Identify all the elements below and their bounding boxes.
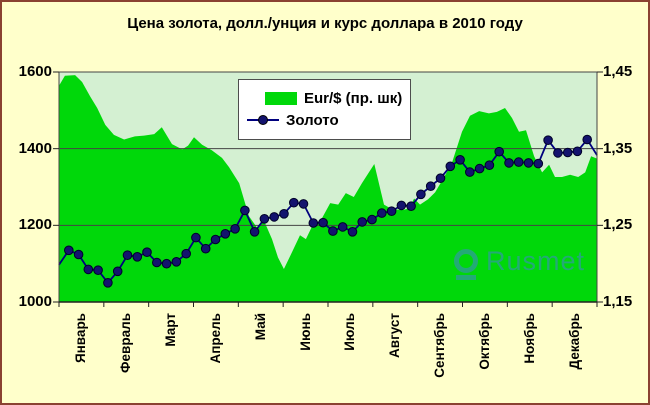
gold-marker <box>200 243 211 254</box>
gold-marker <box>318 217 328 228</box>
gold-marker <box>406 201 416 211</box>
gold-marker <box>523 158 534 168</box>
gold-marker <box>435 173 446 183</box>
legend-item-eur: Eur/$ (пр. шк) <box>247 87 402 109</box>
gold-marker <box>396 200 407 211</box>
y-axis-label-left: 1400 <box>18 139 52 157</box>
gold-marker <box>259 214 270 224</box>
gold-marker <box>416 189 426 200</box>
gold-marker <box>504 158 514 168</box>
gold-marker <box>289 197 299 208</box>
gold-marker <box>249 227 260 237</box>
y-axis-label-left: 1200 <box>18 216 52 234</box>
eur-area-shape <box>59 75 597 302</box>
month-label: Апрель <box>207 313 223 364</box>
month-label: Сентябрь <box>432 313 448 378</box>
gold-marker <box>328 226 338 236</box>
gold-marker <box>445 161 456 172</box>
gold-marker <box>64 245 74 256</box>
gold-marker <box>142 247 152 257</box>
gold-marker <box>582 134 593 145</box>
gold-marker <box>572 146 583 157</box>
gold-marker <box>455 155 465 165</box>
gold-marker <box>83 264 94 275</box>
month-label: Август <box>387 313 403 358</box>
gold-marker <box>210 234 221 245</box>
month-label: Июнь <box>297 313 313 351</box>
y-axis-label-right: 1,25 <box>603 216 633 234</box>
gold-marker <box>425 181 436 191</box>
gold-marker <box>240 205 250 216</box>
month-label: Март <box>163 313 179 347</box>
gold-marker <box>494 146 505 157</box>
month-label: Январь <box>73 313 89 364</box>
gold-marker <box>132 252 143 262</box>
gold-marker <box>152 257 162 268</box>
gold-marker <box>269 212 280 222</box>
gold-marker <box>553 148 563 158</box>
legend-line-marker-icon <box>247 115 279 125</box>
month-label: Май <box>252 313 268 341</box>
gold-marker <box>543 135 553 145</box>
gold-marker <box>308 218 319 228</box>
gold-marker <box>122 250 133 260</box>
month-label: Октябрь <box>476 313 492 370</box>
gold-marker <box>513 157 524 167</box>
legend-item-gold: Золото <box>247 109 402 131</box>
y-axis-label-right: 1,35 <box>603 139 633 157</box>
gold-marker <box>386 206 397 216</box>
gold-marker <box>357 217 368 227</box>
gold-marker <box>161 258 172 269</box>
gold-marker <box>533 158 544 169</box>
y-axis-label-left: 1600 <box>18 63 52 80</box>
legend-line-label: Золото <box>286 111 339 129</box>
gold-marker <box>465 167 475 177</box>
gold-marker <box>93 265 103 276</box>
gold-marker <box>367 214 377 225</box>
gold-marker <box>230 224 240 234</box>
chart-title: Цена золота, долл./унция и курс доллара … <box>127 15 523 32</box>
gold-marker <box>103 278 113 288</box>
gold-marker <box>279 209 289 219</box>
legend-area-swatch-icon <box>265 91 297 105</box>
month-label: Июль <box>342 313 358 351</box>
legend-area-label: Eur/$ (пр. шк) <box>304 89 403 107</box>
gold-marker <box>337 222 348 232</box>
chart-legend: Eur/$ (пр. шк) Золото <box>238 79 411 140</box>
y-axis-label-right: 1,15 <box>603 293 633 310</box>
gold-marker <box>220 229 231 239</box>
gold-marker <box>73 249 84 260</box>
gold-marker <box>377 208 387 218</box>
month-label: Февраль <box>118 313 134 373</box>
gold-marker <box>181 248 191 259</box>
gold-marker <box>298 199 309 209</box>
y-axis-label-right: 1,45 <box>603 63 633 80</box>
gold-marker <box>347 227 358 237</box>
month-label: Декабрь <box>566 313 582 370</box>
gold-marker <box>171 256 182 267</box>
gold-marker <box>484 160 495 170</box>
gold-marker <box>191 232 201 243</box>
gold-marker <box>474 163 485 174</box>
month-label: Ноябрь <box>521 313 537 364</box>
gold-marker <box>562 147 573 158</box>
gold-marker <box>112 266 123 277</box>
y-axis-label-left: 1000 <box>18 293 52 310</box>
